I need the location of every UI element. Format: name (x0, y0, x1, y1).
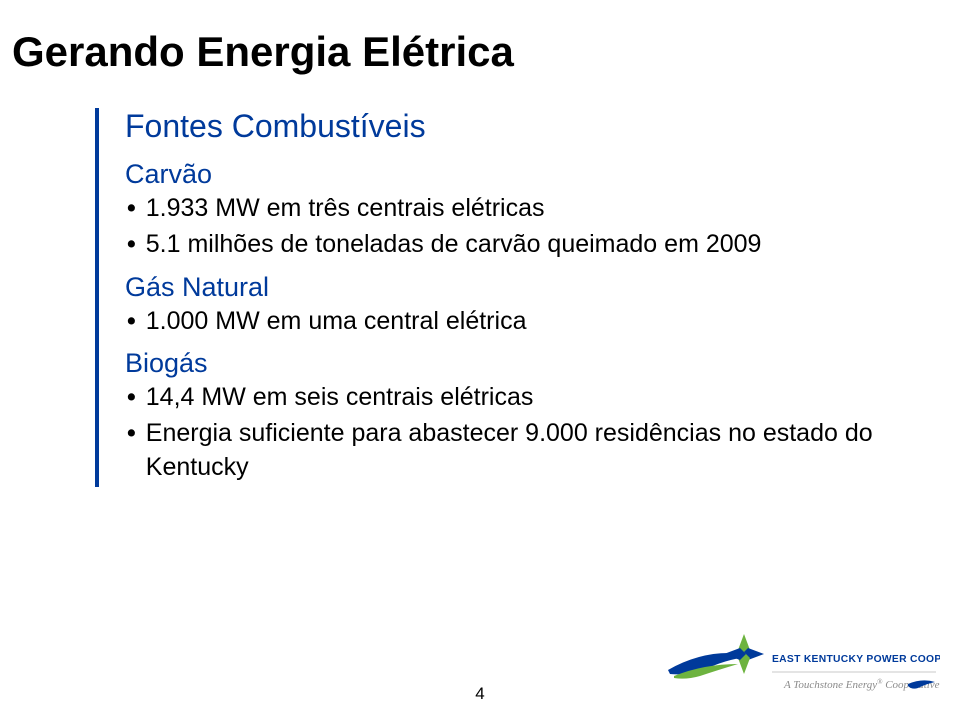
logo: EAST KENTUCKY POWER COOPERATIVE A Touchs… (660, 626, 940, 706)
section-header: Biogás (125, 348, 920, 379)
bullet-text: 1.933 MW em três centrais elétricas (146, 192, 545, 226)
bullet-dot: • (127, 381, 136, 415)
bullet-dot: • (127, 417, 136, 451)
bullet-line: • 1.933 MW em três centrais elétricas (127, 192, 920, 226)
bullet-line: • 14,4 MW em seis centrais elétricas (127, 381, 920, 415)
logo-svg: EAST KENTUCKY POWER COOPERATIVE A Touchs… (660, 626, 940, 706)
logo-name: EAST KENTUCKY POWER COOPERATIVE (772, 654, 940, 665)
bullet-line: • 1.000 MW em uma central elétrica (127, 305, 920, 339)
bullet-text: Energia suficiente para abastecer 9.000 … (146, 417, 920, 485)
title-bar: Gerando Energia Elétrica (0, 0, 960, 104)
section-header: Carvão (125, 159, 920, 190)
sections-container: Carvão•1.933 MW em três centrais elétric… (125, 159, 920, 485)
section-header: Gás Natural (125, 272, 920, 303)
bullet-text: 1.000 MW em uma central elétrica (146, 305, 527, 339)
slide-title: Gerando Energia Elétrica (12, 28, 948, 76)
page-number: 4 (475, 684, 484, 704)
logo-star (724, 634, 764, 674)
bullet-text: 14,4 MW em seis centrais elétricas (146, 381, 534, 415)
tagline-em: Touchstone Energy (793, 679, 877, 691)
bullet-line: • Energia suficiente para abastecer 9.000… (127, 417, 920, 485)
tagline-prefix: A (783, 679, 793, 691)
slide-subtitle: Fontes Combustíveis (125, 108, 920, 145)
bullet-dot: • (127, 228, 136, 262)
content-area: Fontes Combustíveis Carvão•1.933 MW em t… (95, 108, 920, 487)
bullet-line: • 5.1 milhões de toneladas de carvão quei… (127, 228, 920, 262)
bullet-dot: • (127, 192, 136, 226)
bullet-text: 5.1 milhões de toneladas de carvão queim… (146, 228, 762, 262)
bullet-dot: • (127, 305, 136, 339)
